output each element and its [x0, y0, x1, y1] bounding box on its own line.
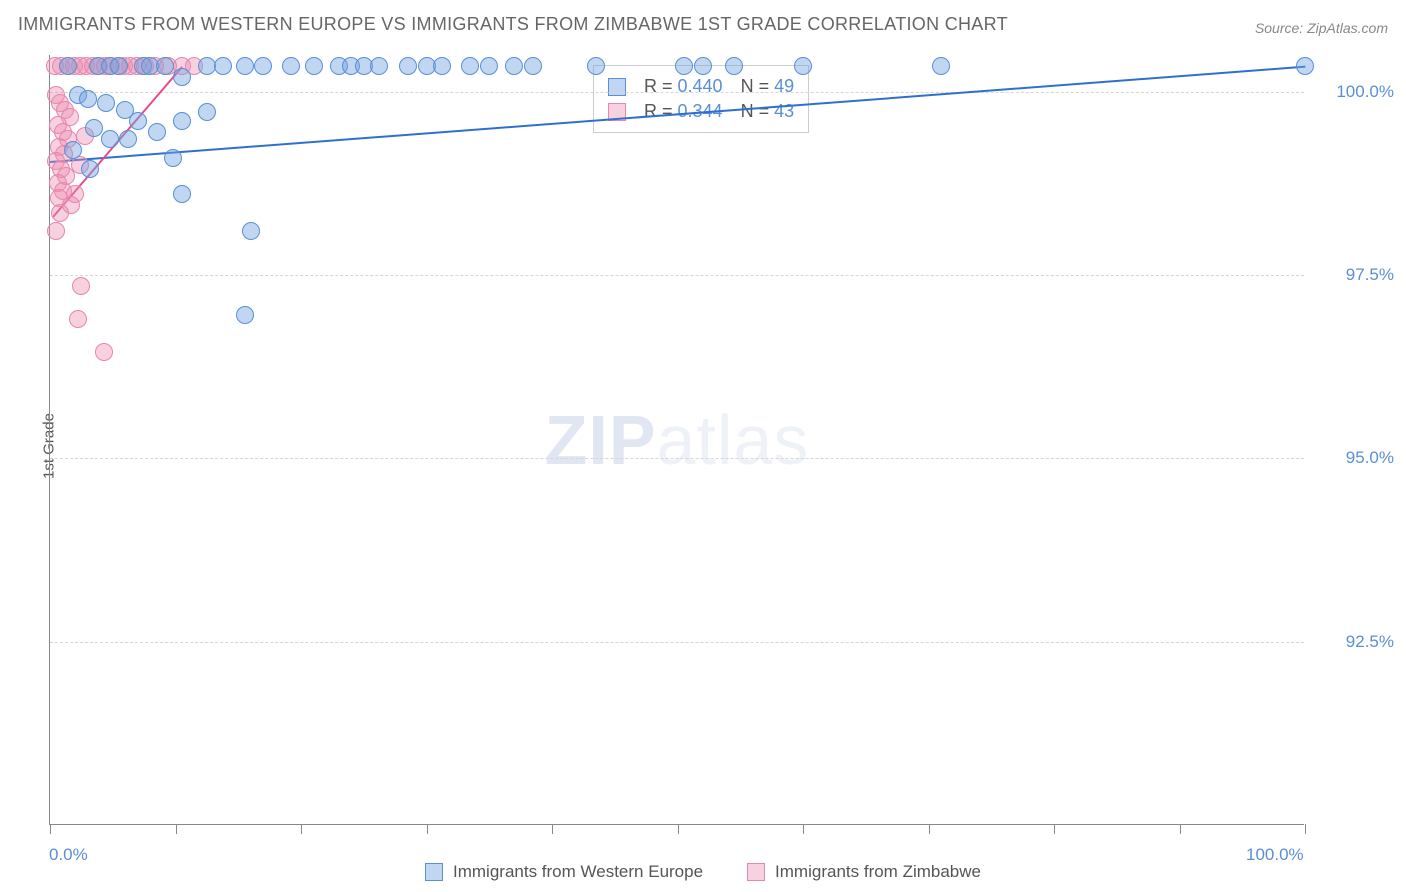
- watermark: ZIPatlas: [545, 400, 810, 480]
- blue-point: [675, 57, 693, 75]
- blue-point: [164, 149, 182, 167]
- blue-point: [198, 103, 216, 121]
- legend-label: Immigrants from Zimbabwe: [775, 862, 981, 882]
- x-tick: [552, 824, 553, 834]
- blue-point: [110, 57, 128, 75]
- blue-point: [370, 57, 388, 75]
- pink-point: [69, 310, 87, 328]
- blue-point: [932, 57, 950, 75]
- watermark-atlas: atlas: [657, 401, 810, 479]
- blue-point: [399, 57, 417, 75]
- grid-line: [50, 275, 1304, 276]
- pink-point: [72, 277, 90, 295]
- r-value: 0.440: [678, 76, 723, 96]
- blue-swatch-icon: [425, 863, 443, 881]
- blue-point: [148, 123, 166, 141]
- x-tick: [50, 824, 51, 834]
- blue-point: [480, 57, 498, 75]
- pink-swatch-icon: [747, 863, 765, 881]
- legend: Immigrants from Western Europe Immigrants…: [0, 862, 1406, 886]
- blue-point: [1296, 57, 1314, 75]
- blue-point: [173, 68, 191, 86]
- blue-point: [85, 119, 103, 137]
- legend-item-blue: Immigrants from Western Europe: [425, 862, 703, 882]
- blue-point: [794, 57, 812, 75]
- plot-area: ZIPatlas R = 0.440N = 49R = 0.344N = 43 …: [49, 55, 1304, 825]
- grid-line: [50, 642, 1304, 643]
- blue-point: [305, 57, 323, 75]
- source-label: Source: ZipAtlas.com: [1255, 20, 1388, 36]
- stats-row-blue: R = 0.440 N = 49: [608, 76, 794, 97]
- blue-point: [461, 57, 479, 75]
- blue-point: [81, 160, 99, 178]
- watermark-zip: ZIP: [545, 401, 657, 479]
- x-tick-label: 0.0%: [49, 845, 88, 865]
- blue-point: [156, 57, 174, 75]
- x-tick: [176, 824, 177, 834]
- chart-title: IMMIGRANTS FROM WESTERN EUROPE VS IMMIGR…: [18, 14, 1008, 35]
- blue-point: [214, 57, 232, 75]
- pink-point: [51, 204, 69, 222]
- n-value: 49: [774, 76, 794, 96]
- r-label: R = 0.440: [644, 76, 723, 97]
- blue-point: [129, 112, 147, 130]
- blue-point: [119, 130, 137, 148]
- stats-box: R = 0.440N = 49R = 0.344N = 43: [593, 65, 809, 133]
- pink-point: [66, 185, 84, 203]
- blue-point: [524, 57, 542, 75]
- blue-point: [587, 57, 605, 75]
- y-tick-label: 95.0%: [1314, 448, 1394, 468]
- blue-point: [97, 94, 115, 112]
- n-label: N = 49: [741, 76, 795, 97]
- blue-point: [64, 141, 82, 159]
- blue-point: [173, 185, 191, 203]
- blue-point: [433, 57, 451, 75]
- pink-point: [95, 343, 113, 361]
- x-tick: [427, 824, 428, 834]
- legend-item-pink: Immigrants from Zimbabwe: [747, 862, 981, 882]
- blue-point: [282, 57, 300, 75]
- blue-point: [101, 130, 119, 148]
- x-tick: [301, 824, 302, 834]
- blue-point: [79, 90, 97, 108]
- blue-point: [242, 222, 260, 240]
- blue-point: [236, 306, 254, 324]
- x-tick: [1305, 824, 1306, 834]
- x-tick: [1054, 824, 1055, 834]
- blue-point: [173, 112, 191, 130]
- x-tick: [678, 824, 679, 834]
- blue-swatch-icon: [608, 78, 626, 96]
- y-tick-label: 100.0%: [1314, 82, 1394, 102]
- pink-point: [47, 222, 65, 240]
- blue-point: [236, 57, 254, 75]
- blue-point: [505, 57, 523, 75]
- x-tick: [929, 824, 930, 834]
- grid-line: [50, 92, 1304, 93]
- grid-line: [50, 458, 1304, 459]
- x-tick-label: 100.0%: [1246, 845, 1304, 865]
- blue-point: [254, 57, 272, 75]
- y-tick-label: 92.5%: [1314, 632, 1394, 652]
- blue-point: [694, 57, 712, 75]
- y-tick-label: 97.5%: [1314, 265, 1394, 285]
- x-tick: [803, 824, 804, 834]
- blue-point: [59, 57, 77, 75]
- blue-point: [725, 57, 743, 75]
- x-tick: [1180, 824, 1181, 834]
- legend-label: Immigrants from Western Europe: [453, 862, 703, 882]
- blue-point: [198, 57, 216, 75]
